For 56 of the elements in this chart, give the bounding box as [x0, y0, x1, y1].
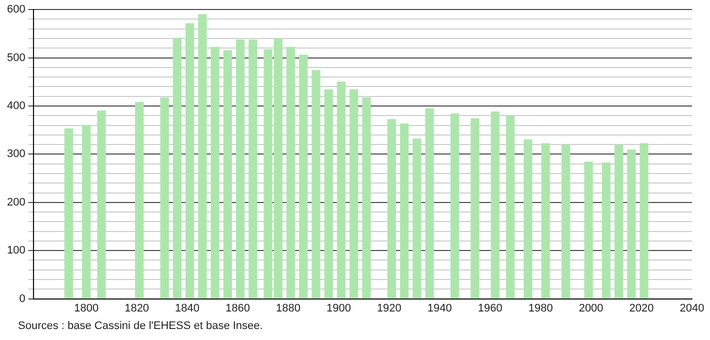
bar	[387, 119, 396, 299]
bar	[312, 70, 320, 299]
bar	[584, 162, 593, 299]
bar	[400, 124, 409, 299]
x-tick-label: 2000	[578, 302, 604, 314]
bar	[561, 144, 570, 299]
bar	[97, 110, 106, 299]
bar	[299, 54, 308, 299]
y-tick-label: 600	[6, 4, 26, 16]
x-tick-label: 1840	[175, 302, 200, 314]
y-tick-label: 400	[6, 100, 26, 112]
x-tick-label: 1880	[276, 302, 300, 314]
bar	[336, 82, 346, 299]
bar	[324, 89, 333, 299]
bar	[450, 113, 460, 299]
y-tick-label: 100	[6, 244, 26, 257]
x-tick-label: 1920	[376, 302, 402, 314]
bar	[160, 97, 169, 299]
bar	[490, 111, 500, 299]
x-tick-label: 1900	[326, 302, 351, 314]
bar	[82, 124, 91, 299]
x-tick-label: 2020	[629, 302, 654, 314]
bar	[425, 108, 434, 299]
y-tick-label: 500	[6, 52, 26, 64]
bar	[210, 46, 220, 299]
bar	[172, 38, 182, 299]
bar	[135, 102, 144, 299]
bar	[614, 144, 624, 299]
bar	[286, 46, 296, 299]
bar	[223, 50, 232, 299]
x-tick-label: 2040	[680, 302, 704, 314]
bar	[470, 118, 480, 299]
y-tick-label: 200	[6, 196, 26, 208]
x-tick-label: 1980	[528, 302, 553, 314]
bar	[524, 139, 532, 299]
bar	[236, 40, 245, 299]
bar	[64, 128, 74, 299]
bar	[627, 150, 636, 299]
x-tick-label: 1800	[74, 302, 99, 314]
bar	[602, 162, 611, 299]
bar	[350, 89, 358, 299]
bar	[248, 40, 258, 299]
bar	[640, 143, 648, 299]
bar	[541, 143, 550, 299]
bar	[362, 97, 371, 299]
x-tick-label: 1860	[226, 302, 250, 314]
x-tick-label: 1820	[124, 302, 150, 314]
bar	[198, 14, 207, 299]
bar	[506, 116, 515, 299]
y-tick-label: 0	[19, 292, 26, 305]
y-tick-label: 300	[6, 148, 26, 160]
x-tick-label: 1960	[478, 302, 502, 314]
bar	[412, 138, 422, 299]
bar	[185, 23, 194, 299]
x-tick-label: 1940	[427, 302, 452, 314]
source-note: Sources : base Cassini de l'EHESS et base Insee.	[18, 320, 263, 332]
